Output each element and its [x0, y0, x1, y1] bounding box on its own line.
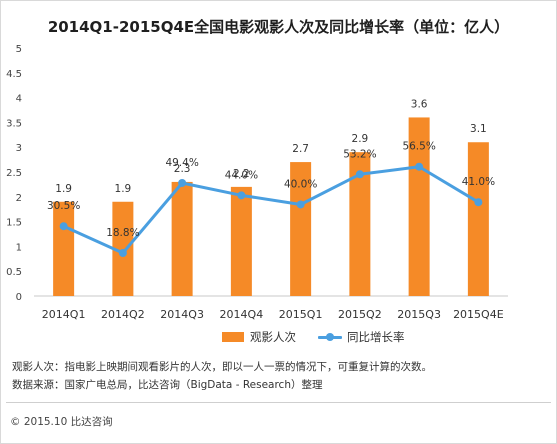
y-tick-label: 0: [16, 292, 22, 303]
growth-rate-label: 49.4%: [165, 157, 198, 169]
bar-value-label: 1.9: [115, 183, 132, 195]
growth-rate-label: 53.2%: [343, 148, 376, 160]
growth-rate-point: [296, 200, 305, 209]
growth-rate-label: 56.5%: [402, 141, 435, 153]
chart-title: 2014Q1-2015Q4E全国电影观影人次及同比增长率（单位：亿人）: [47, 18, 510, 36]
y-tick-label: 4: [16, 94, 22, 105]
copyright-footer: © 2015.10 比达咨询: [10, 416, 113, 428]
bar-value-label: 2.7: [292, 143, 309, 155]
x-tick-label: 2015Q2: [338, 308, 382, 321]
x-tick-label: 2015Q3: [397, 308, 441, 321]
bar: [349, 152, 371, 296]
x-tick-label: 2014Q3: [160, 308, 204, 321]
bar: [408, 117, 430, 296]
note-source: 数据来源：国家广电总局，比达咨询（BigData - Research）整理: [12, 379, 323, 391]
growth-rate-point: [474, 198, 483, 207]
growth-rate-line: [62, 165, 480, 255]
bar: [112, 201, 134, 296]
y-tick-label: 1.5: [6, 218, 22, 229]
y-tick-label: 3.5: [6, 118, 22, 129]
legend-line-swatch: [318, 332, 342, 342]
bar: [230, 186, 252, 296]
growth-rate-label: 18.8%: [106, 227, 139, 239]
x-tick-label: 2014Q4: [220, 308, 264, 321]
growth-rate-point: [118, 248, 127, 257]
y-tick-label: 2.5: [6, 168, 22, 179]
x-tick-label: 2015Q4E: [453, 308, 504, 321]
x-tick-label: 2015Q1: [279, 308, 323, 321]
bar-value-label: 2.9: [352, 133, 369, 145]
bar-value-label: 3.6: [411, 98, 428, 110]
x-tick-label: 2014Q2: [101, 308, 145, 321]
chart-legend: 观影人次 同比增长率: [222, 329, 405, 345]
bar: [290, 162, 312, 296]
growth-rate-label: 40.0%: [284, 178, 317, 190]
bar-value-label: 1.9: [55, 183, 72, 195]
bar: [467, 142, 489, 296]
growth-rate-point: [415, 162, 424, 171]
bar: [53, 201, 75, 296]
note-definition: 观影人次：指电影上映期间观看影片的人次，即以一人一票的情况下，可重复计算的次数。: [12, 361, 432, 373]
footer-divider: [6, 402, 551, 403]
bar-value-label: 2.2: [233, 168, 250, 180]
growth-rate-point: [355, 170, 364, 179]
growth-rate-label: 41.0%: [462, 176, 495, 188]
y-tick-label: 4.5: [6, 69, 22, 80]
bar-value-label: 2.3: [174, 163, 191, 175]
growth-rate-label: 30.5%: [47, 200, 80, 212]
legend-line-label: 同比增长率: [347, 330, 405, 344]
y-tick-label: 1: [16, 242, 22, 253]
legend-bar-swatch: [222, 332, 244, 342]
y-tick-label: 3: [16, 143, 22, 154]
y-tick-label: 5: [16, 44, 22, 55]
x-tick-label: 2014Q1: [42, 308, 86, 321]
bar-value-label: 3.1: [470, 123, 487, 135]
growth-rate-label: 44.0%: [225, 169, 258, 181]
growth-rate-point: [178, 178, 187, 187]
y-tick-label: 2: [16, 193, 22, 204]
y-tick-label: 0.5: [6, 267, 22, 278]
growth-rate-point: [237, 191, 246, 200]
growth-rate-point: [59, 222, 68, 231]
bar: [171, 181, 193, 296]
legend-bar-label: 观影人次: [250, 330, 296, 344]
